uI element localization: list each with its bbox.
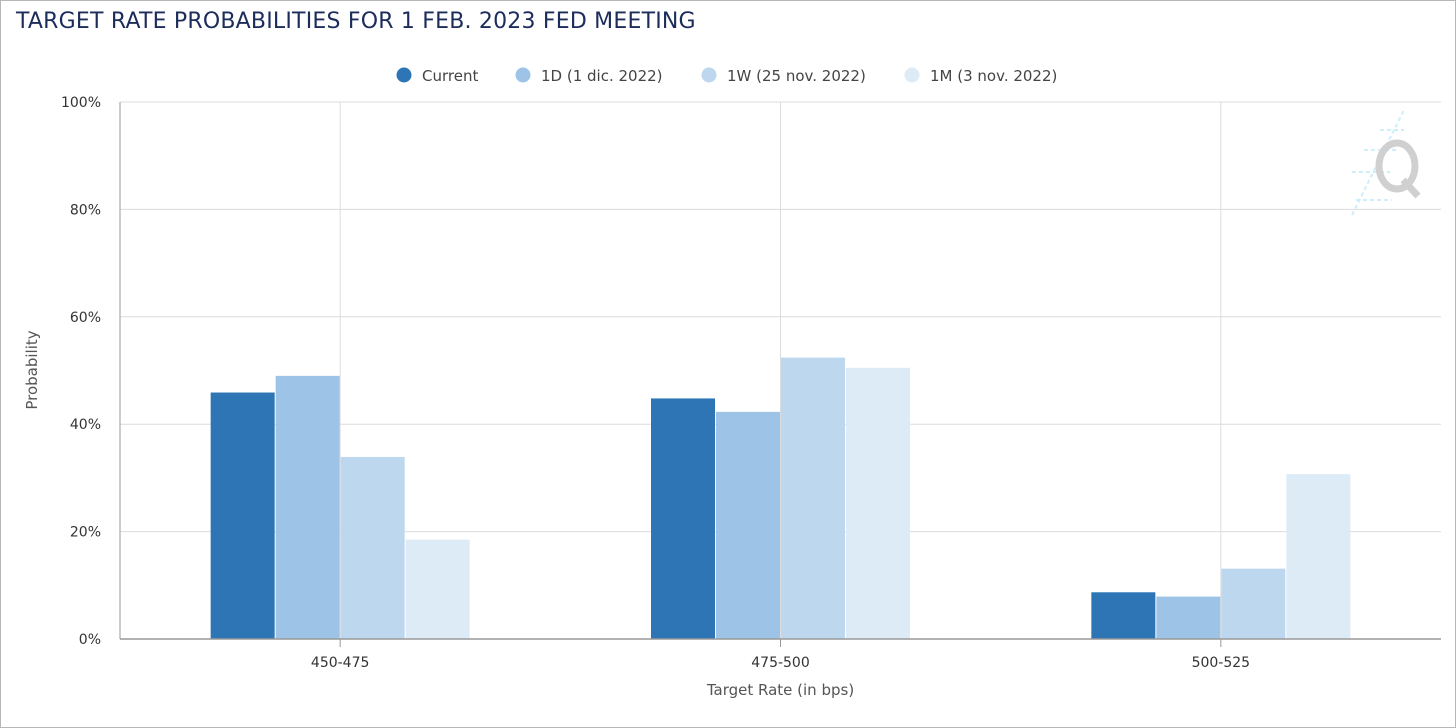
chart-axes: 450-475 475-500 500-525 Target Rate (in bps… <box>23 102 1441 699</box>
bar[interactable] <box>340 456 405 639</box>
x-tick-label: 475-500 <box>751 655 810 671</box>
bar[interactable] <box>716 411 780 639</box>
bar[interactable] <box>1221 568 1286 639</box>
y-tick-label: 40% <box>70 417 101 433</box>
bar[interactable] <box>1286 474 1351 639</box>
bar[interactable] <box>405 539 470 639</box>
legend-marker <box>396 67 412 83</box>
legend-label: 1M (3 nov. 2022) <box>930 67 1057 85</box>
q-logo-icon <box>1351 109 1421 216</box>
legend-label: 1W (25 nov. 2022) <box>727 67 866 85</box>
y-tick-label: 20% <box>70 525 101 541</box>
y-axis-title: Probability <box>23 330 41 409</box>
bar[interactable] <box>1156 596 1221 639</box>
legend-item[interactable]: 1W (25 nov. 2022) <box>701 67 866 85</box>
chart-grid: 0% 20% 40% 60% 80% 100% <box>61 95 1441 648</box>
bar[interactable] <box>1091 592 1156 639</box>
x-tick-label: 500-525 <box>1192 655 1251 671</box>
bar[interactable] <box>846 367 910 639</box>
legend-item[interactable]: 1D (1 dic. 2022) <box>515 67 663 85</box>
bar[interactable] <box>210 392 275 639</box>
legend-marker <box>515 67 531 83</box>
legend-item[interactable]: 1M (3 nov. 2022) <box>904 67 1058 85</box>
legend-marker <box>904 67 920 83</box>
y-tick-label: 0% <box>79 632 101 648</box>
y-tick-label: 100% <box>61 95 101 111</box>
legend-label: 1D (1 dic. 2022) <box>541 67 663 85</box>
x-tick-label: 450-475 <box>311 655 370 671</box>
legend-marker <box>701 67 717 83</box>
legend-label: Current <box>422 67 478 85</box>
chart-legend: Current 1D (1 dic. 2022) 1W (25 nov. 2022)… <box>396 67 1058 85</box>
bar[interactable] <box>275 375 340 639</box>
y-tick-label: 60% <box>70 310 101 326</box>
bar[interactable] <box>781 357 845 639</box>
y-tick-label: 80% <box>70 202 101 218</box>
legend-item[interactable]: Current <box>396 67 479 85</box>
bar[interactable] <box>651 398 715 639</box>
chart-bars <box>210 357 1351 639</box>
x-axis-title: Target Rate (in bps) <box>706 681 854 699</box>
chart-title: TARGET RATE PROBABILITIES FOR 1 FEB. 202… <box>16 9 696 34</box>
